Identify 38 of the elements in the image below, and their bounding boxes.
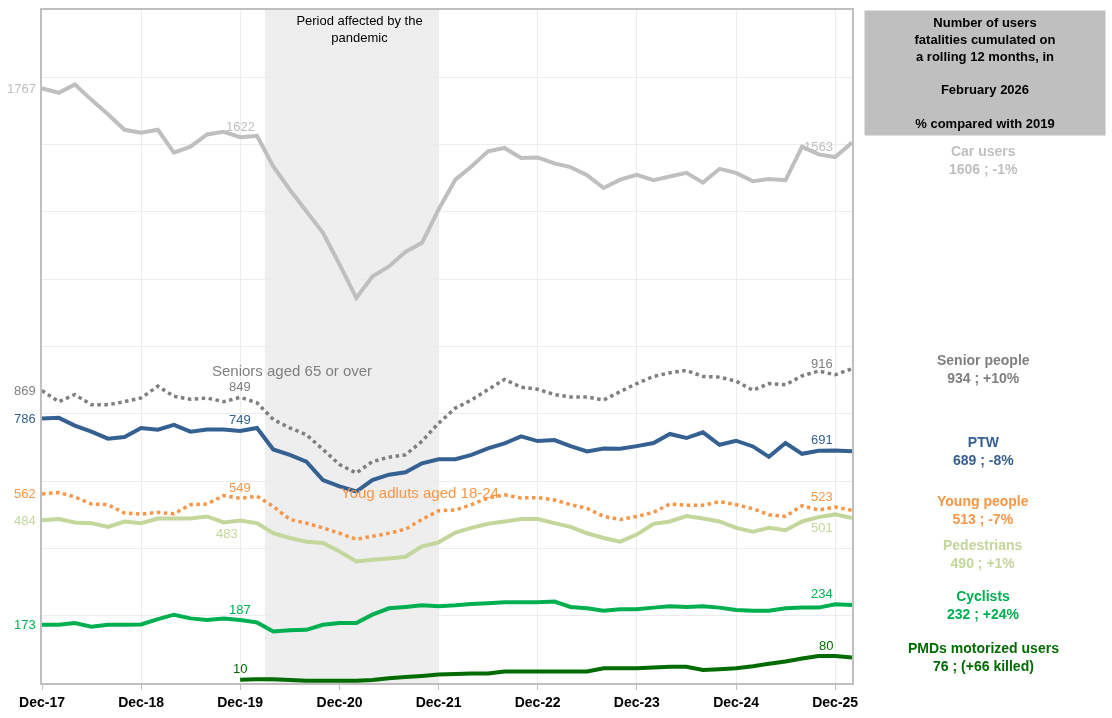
text: PTW 689 ; -8%: [953, 434, 1015, 469]
data-label: 234: [811, 586, 833, 601]
data-label: 916: [811, 356, 833, 371]
data-label: 869: [14, 383, 36, 398]
x-tick-label: Dec-25: [812, 693, 859, 710]
data-label: 749: [229, 412, 251, 427]
text: Senior people 934 ; +10%: [937, 352, 1030, 387]
data-label: 691: [811, 432, 833, 447]
text: Young people 513 ; -7%: [937, 493, 1029, 528]
text: Cyclists 232 ; +24%: [947, 588, 1020, 623]
data-label: 10: [233, 661, 248, 676]
band-label: Period affected by the pandemic: [296, 13, 423, 45]
annotation: Seniors aged 65 or over: [212, 362, 373, 379]
x-tick-label: Dec-19: [217, 693, 264, 710]
data-label: 1767: [7, 81, 36, 96]
data-label: 484: [14, 513, 36, 528]
data-label: 562: [14, 486, 36, 501]
data-label: 483: [216, 526, 238, 541]
data-label: 187: [229, 602, 251, 617]
x-tick-label: Dec-18: [118, 693, 165, 710]
x-tick-label: Dec-22: [514, 693, 561, 710]
text: PMDs motorized users 76 ; (+66 killed): [908, 640, 1060, 675]
data-label: 549: [229, 480, 251, 495]
data-label: 523: [811, 489, 833, 504]
x-tick-label: Dec-23: [613, 693, 660, 710]
text: Car users 1606 ; -1%: [949, 143, 1019, 178]
data-label: 849: [229, 379, 251, 394]
text: Pedestrians 490 ; +1%: [943, 537, 1023, 572]
x-tick-label: Dec-24: [713, 693, 760, 710]
data-label: 786: [14, 411, 36, 426]
data-label: 80: [819, 638, 834, 653]
chart-title: Number of users fatalities cumulated on a rolling 12 months, in February 2026 % compared with 2019: [914, 14, 1056, 132]
x-tick-label: Dec-21: [415, 693, 462, 710]
data-label: 173: [14, 617, 36, 632]
data-label: 1622: [226, 119, 255, 134]
x-tick-label: Dec-17: [19, 693, 66, 710]
data-label: 501: [811, 520, 833, 535]
x-tick-label: Dec-20: [316, 693, 363, 710]
